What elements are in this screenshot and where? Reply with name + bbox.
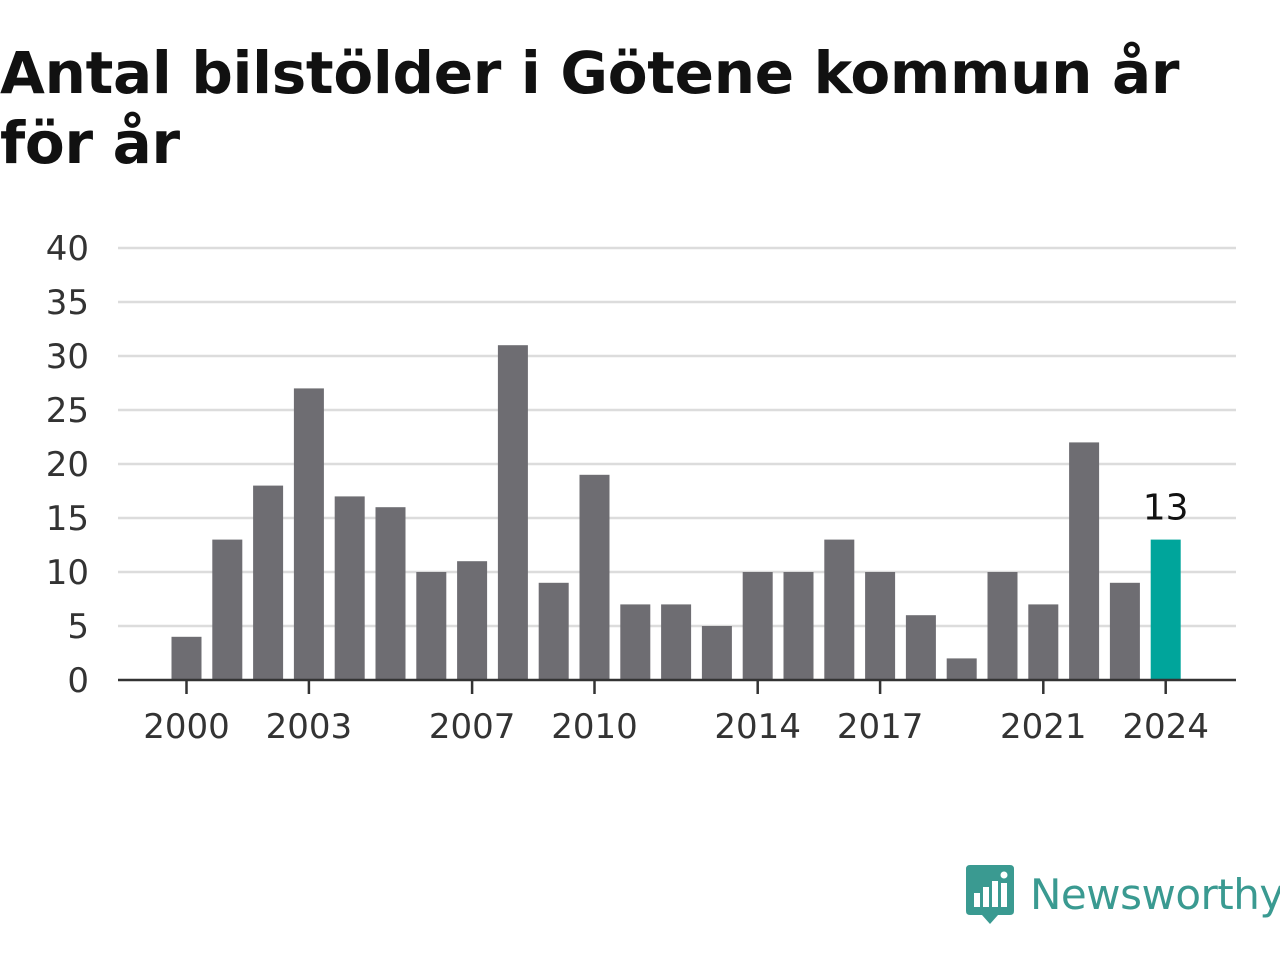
y-tick-label: 25	[46, 391, 89, 431]
x-tick-label: 2007	[429, 707, 516, 747]
y-tick-label: 20	[46, 445, 89, 485]
bar-2016	[824, 539, 855, 680]
chart-title: Antal bilstölder i Götene kommun år för …	[0, 39, 1180, 177]
bar-2000	[171, 636, 202, 680]
bar-2001	[212, 539, 243, 680]
newsworthy-logo-icon	[966, 865, 1014, 924]
x-tick-label: 2024	[1122, 707, 1209, 747]
bar-2006	[416, 572, 447, 680]
bar-2008	[497, 345, 528, 680]
x-tick-label: 2017	[837, 707, 924, 747]
bar-2018	[905, 615, 936, 680]
x-tick-label: 2010	[551, 707, 638, 747]
bar-2017	[865, 572, 896, 680]
bar-2012	[661, 604, 692, 680]
bar-2002	[253, 485, 284, 680]
x-tick-label: 2021	[1000, 707, 1087, 747]
y-tick-label: 40	[46, 229, 89, 269]
brand-logo: Newsworthy	[964, 862, 1280, 926]
brand-name: Newsworthy	[1030, 869, 1280, 919]
bar-2021	[1028, 604, 1059, 680]
bar-2011	[620, 604, 651, 680]
y-tick-label: 35	[46, 283, 89, 323]
bar-2009	[538, 582, 569, 680]
bar-2004	[334, 496, 365, 680]
y-tick-label: 5	[67, 607, 89, 647]
x-tick-label: 2014	[714, 707, 801, 747]
bar-2024	[1150, 539, 1181, 680]
x-tick-label: 2003	[266, 707, 353, 747]
bar-2014	[742, 572, 773, 680]
bar-2010	[579, 474, 610, 680]
bar-2003	[293, 388, 324, 680]
bar-2019	[946, 658, 977, 680]
y-tick-label: 30	[46, 337, 89, 377]
bar-2013	[701, 626, 732, 680]
x-tick-label: 2000	[143, 707, 230, 747]
y-tick-label: 0	[67, 661, 89, 701]
y-tick-label: 10	[46, 553, 89, 593]
data-label-2024: 13	[1143, 488, 1189, 529]
bar-2022	[1069, 442, 1100, 680]
bar-2005	[375, 507, 406, 680]
bar-2020	[987, 572, 1018, 680]
y-tick-label: 15	[46, 499, 89, 539]
bar-2015	[783, 572, 814, 680]
bar-2023	[1109, 582, 1140, 680]
bar-2007	[457, 561, 488, 680]
